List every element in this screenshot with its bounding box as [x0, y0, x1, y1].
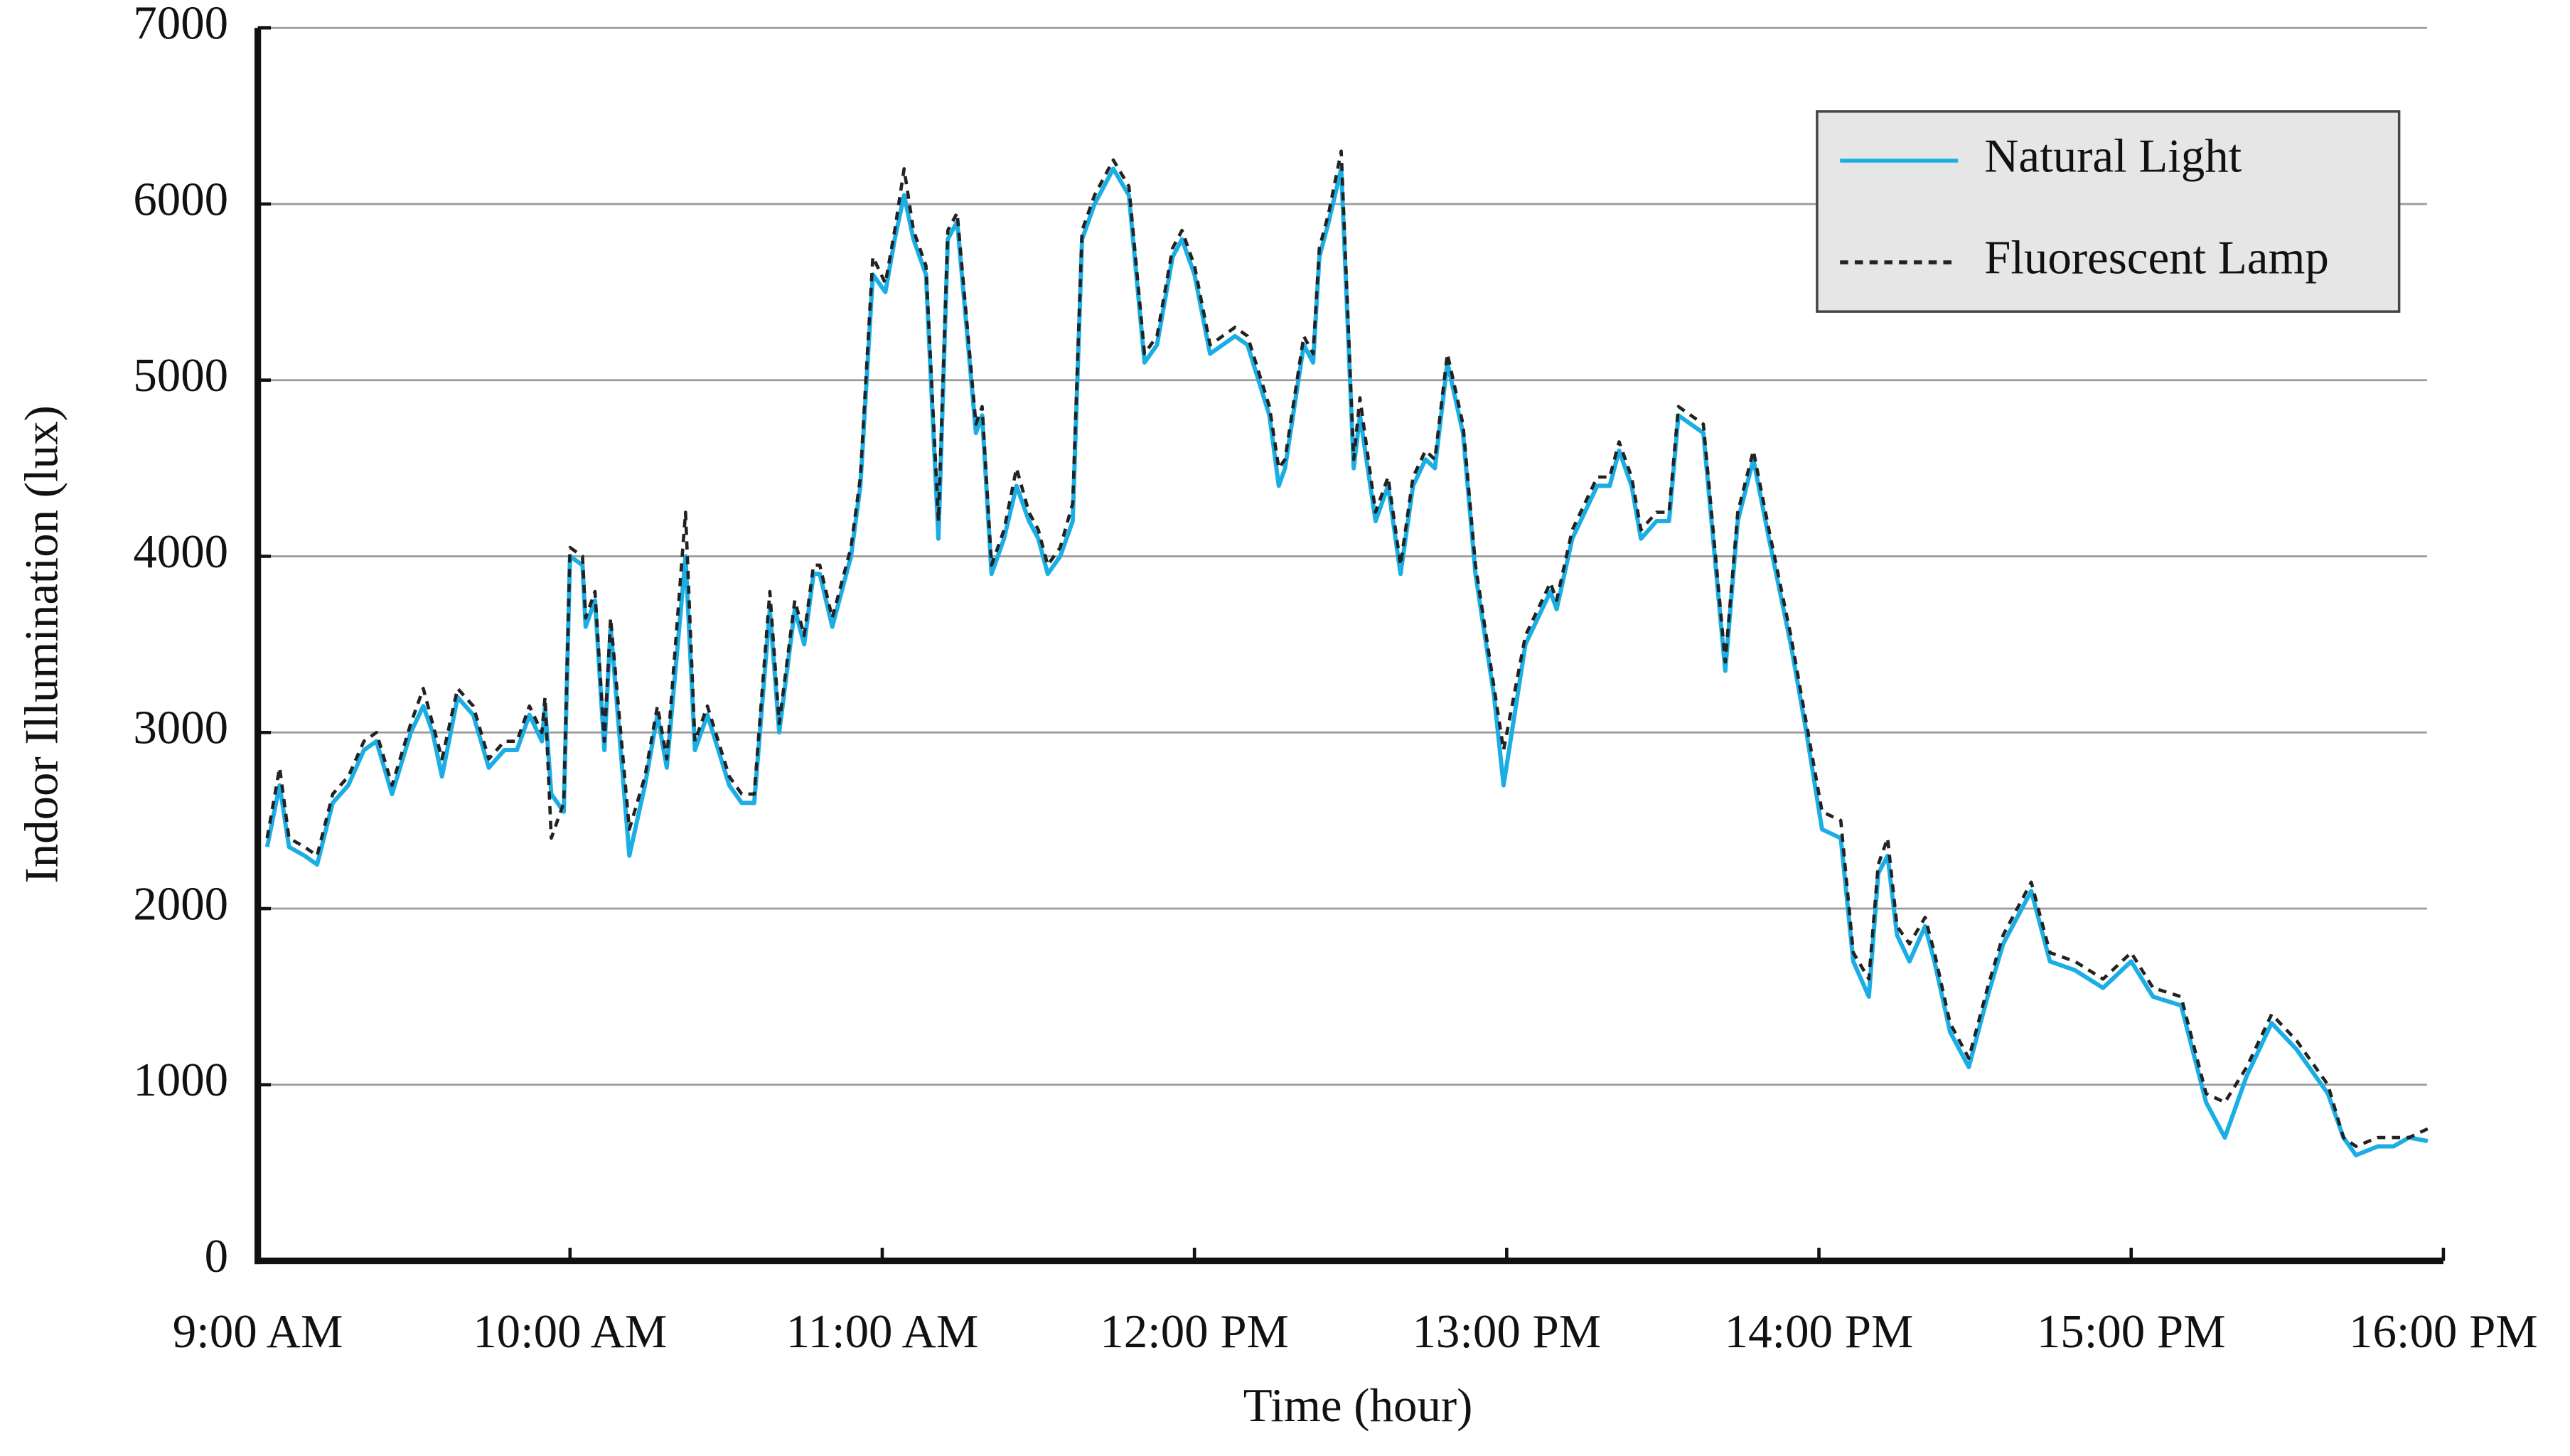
y-tick-label: 3000 — [133, 702, 228, 754]
line-series — [265, 149, 2429, 1148]
y-tick-label: 2000 — [133, 877, 228, 930]
y-tick-label: 7000 — [133, 0, 228, 50]
x-tick-label: 9:00 AM — [173, 1305, 343, 1358]
y-tick-label: 4000 — [133, 525, 228, 578]
x-axis-label: Time (hour) — [1243, 1379, 1473, 1432]
x-tick-label: 15:00 PM — [2037, 1305, 2226, 1358]
line-series — [264, 166, 2429, 1157]
legend-label: Fluorescent Lamp — [1984, 231, 2329, 284]
y-tick-label: 1000 — [133, 1054, 228, 1106]
y-axis-label: Indoor Illumination (lux) — [15, 405, 68, 883]
x-tick-label: 10:00 AM — [473, 1305, 667, 1358]
y-tick-label: 6000 — [133, 173, 228, 225]
x-tick-label: 16:00 PM — [2349, 1305, 2538, 1358]
x-tick-label: 11:00 AM — [786, 1305, 979, 1358]
legend-label: Natural Light — [1984, 129, 2242, 182]
y-tick-label: 5000 — [133, 349, 228, 402]
x-tick-label: 13:00 PM — [1412, 1305, 1601, 1358]
x-tick-label: 12:00 PM — [1100, 1305, 1289, 1358]
x-tick-label: 14:00 PM — [1725, 1305, 1914, 1358]
y-tick-label: 0 — [205, 1230, 228, 1283]
legend-box — [1816, 110, 2401, 313]
